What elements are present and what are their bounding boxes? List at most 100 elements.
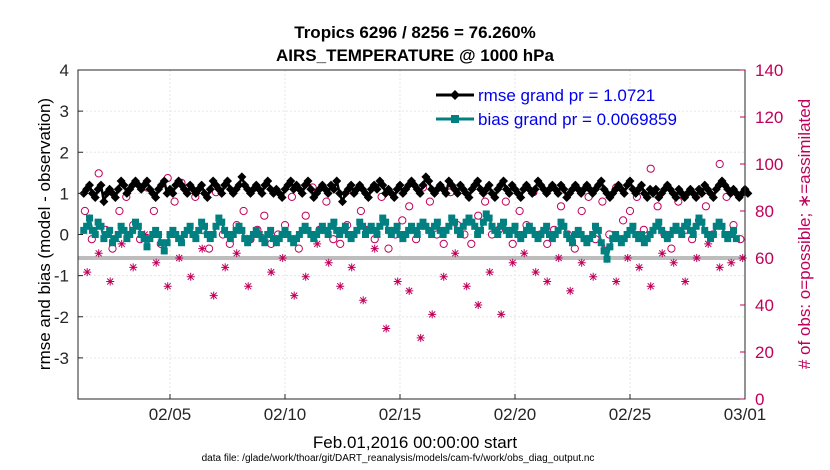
- bias-point: [502, 226, 510, 234]
- bias-point: [373, 231, 381, 238]
- assimilated-obs-point: [83, 268, 92, 277]
- bias-point: [543, 222, 551, 230]
- right-tick-label: 40: [755, 296, 774, 315]
- bias-point: [226, 235, 234, 243]
- bias-point: [718, 222, 726, 230]
- possible-obs-point: [384, 244, 393, 253]
- bias-series: [80, 210, 740, 264]
- rmse-point: [257, 188, 267, 198]
- bias-point: [387, 231, 395, 238]
- assimilated-obs-point: [370, 244, 379, 253]
- bias-point: [201, 222, 208, 230]
- bias-point: [511, 222, 519, 230]
- left-tick-label: 3: [60, 102, 69, 121]
- bias-point: [646, 231, 654, 238]
- rmse-point: [96, 180, 106, 190]
- bias-point: [594, 226, 602, 234]
- rmse-point: [642, 192, 652, 202]
- rmse-point: [332, 176, 342, 186]
- bias-point: [678, 231, 686, 238]
- bias-point: [652, 222, 660, 230]
- rmse-point: [671, 192, 681, 202]
- rmse-point: [151, 192, 161, 202]
- bias-point: [413, 231, 421, 238]
- bias-point: [548, 235, 556, 243]
- assimilated-obs-point: [623, 254, 632, 262]
- bias-point: [488, 222, 496, 230]
- right-tick-label: 20: [755, 343, 774, 362]
- rmse-point: [389, 192, 399, 202]
- assimilated-obs-point: [267, 268, 276, 277]
- bias-point: [252, 226, 260, 234]
- bias-point: [422, 222, 430, 230]
- rmse-point: [453, 188, 462, 198]
- bias-point: [712, 222, 720, 230]
- possible-obs-point: [170, 197, 179, 206]
- bias-point: [606, 243, 614, 251]
- bias-point: [367, 222, 375, 230]
- bias-point: [451, 218, 459, 226]
- rmse-point: [499, 176, 508, 186]
- bias-point: [569, 239, 576, 247]
- bias-point: [534, 235, 542, 243]
- bias-point: [310, 235, 318, 243]
- assimilated-obs-series: [83, 230, 747, 342]
- rmse-point: [234, 180, 244, 190]
- possible-obs-point: [356, 206, 365, 216]
- bias-point: [448, 214, 456, 222]
- possible-obs-point: [398, 216, 407, 225]
- assimilated-obs-point: [94, 249, 103, 258]
- assimilated-obs-point: [117, 239, 126, 248]
- left-tick-label: -1: [54, 267, 69, 286]
- bias-point: [198, 218, 206, 226]
- bias-point: [491, 226, 499, 234]
- left-tick-label: 1: [60, 184, 69, 203]
- bias-point: [111, 235, 119, 243]
- rmse-point: [395, 180, 405, 190]
- possible-obs-point: [481, 197, 490, 206]
- right-axis-ticks: 0 20 40 60 80 100 120 140: [740, 61, 783, 409]
- rmse-point: [363, 192, 373, 202]
- possible-obs-point: [515, 206, 524, 216]
- bias-point: [721, 231, 729, 238]
- bias-point: [324, 231, 332, 238]
- possible-obs-point: [474, 211, 483, 220]
- assimilated-obs-point: [152, 258, 161, 267]
- right-tick-label: 80: [755, 202, 774, 221]
- bias-point: [94, 218, 102, 226]
- right-tick-label: 120: [755, 108, 783, 127]
- bias-point: [209, 231, 217, 238]
- bias-point: [160, 247, 168, 255]
- assimilated-obs-point: [175, 254, 184, 262]
- bias-point: [344, 231, 352, 238]
- bias-point: [433, 218, 441, 226]
- possible-obs-point: [80, 206, 90, 216]
- assimilated-obs-point: [428, 310, 437, 319]
- footnote-data-file: data file: /glade/work/thoar/git/DART_re…: [202, 453, 595, 464]
- bias-point: [313, 231, 321, 238]
- bias-point: [206, 235, 214, 243]
- y-axis-left-label: rmse and bias (model - observation): [35, 98, 54, 370]
- assimilated-obs-point: [520, 249, 529, 258]
- assimilated-obs-point: [669, 258, 678, 267]
- bias-point: [494, 231, 502, 238]
- bias-point: [520, 231, 528, 238]
- bias-point: [155, 231, 162, 238]
- bias-point: [655, 218, 663, 226]
- rmse-point: [378, 180, 388, 190]
- bias-point: [410, 226, 418, 234]
- bias-point: [632, 231, 640, 238]
- bias-point: [727, 231, 735, 238]
- bias-point: [235, 222, 243, 230]
- bias-point: [382, 218, 390, 226]
- rmse-point: [202, 192, 212, 202]
- assimilated-obs-point: [313, 239, 322, 248]
- assimilated-obs-point: [727, 258, 736, 267]
- bias-point: [203, 231, 211, 238]
- bias-point: [221, 226, 229, 234]
- rmse-point: [484, 180, 494, 190]
- bias-point: [399, 235, 407, 243]
- assimilated-obs-point: [577, 258, 586, 267]
- rmse-point: [217, 188, 227, 198]
